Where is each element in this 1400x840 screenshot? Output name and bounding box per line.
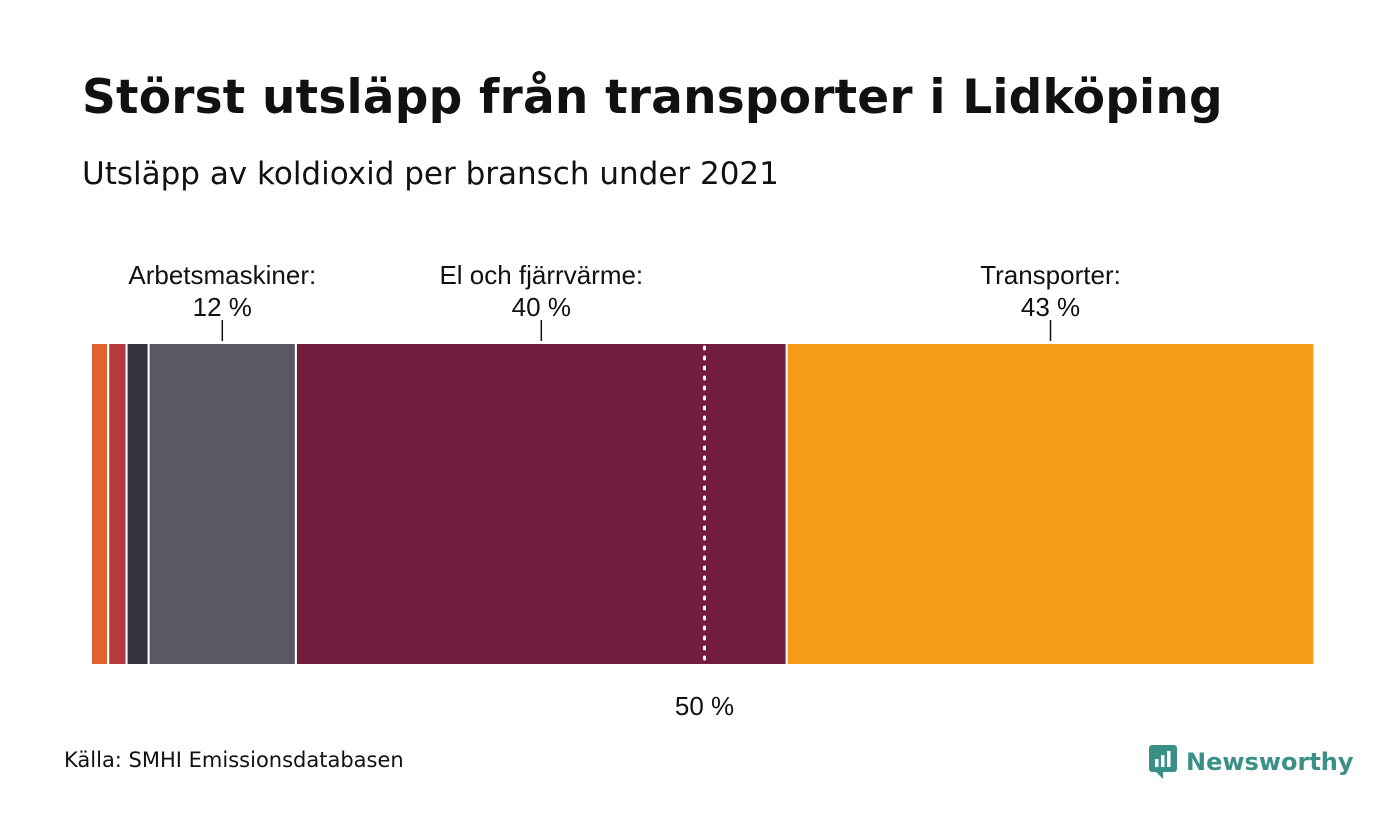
chart-title: Störst utsläpp från transporter i Lidköp… (82, 70, 1223, 125)
chart-subtitle: Utsläpp av koldioxid per bransch under 2… (82, 156, 779, 192)
bar-segment-1 (107, 342, 128, 666)
segment-label-4: El och fjärrvärme: (439, 260, 643, 290)
newsworthy-logo-icon (1149, 745, 1177, 779)
segment-value-label-4: 40 % (512, 292, 571, 322)
segment-label-3: Arbetsmaskiner: (128, 260, 316, 290)
segment-value-label-5: 43 % (1021, 292, 1080, 322)
brand-logo[interactable]: Newsworthy (1148, 742, 1354, 782)
bar-segment-2 (125, 342, 150, 666)
bar-segment-5 (785, 342, 1316, 666)
segment-value-label-3: 12 % (193, 292, 252, 322)
bar-segment-3 (147, 342, 297, 666)
brand-name: Newsworthy (1186, 748, 1354, 776)
segment-label-5: Transporter: (980, 260, 1121, 290)
source-note: Källa: SMHI Emissionsdatabasen (64, 748, 404, 772)
bar-segment-4 (294, 342, 788, 666)
bar-segment-0 (90, 342, 110, 666)
reference-line-label: 50 % (675, 691, 734, 721)
